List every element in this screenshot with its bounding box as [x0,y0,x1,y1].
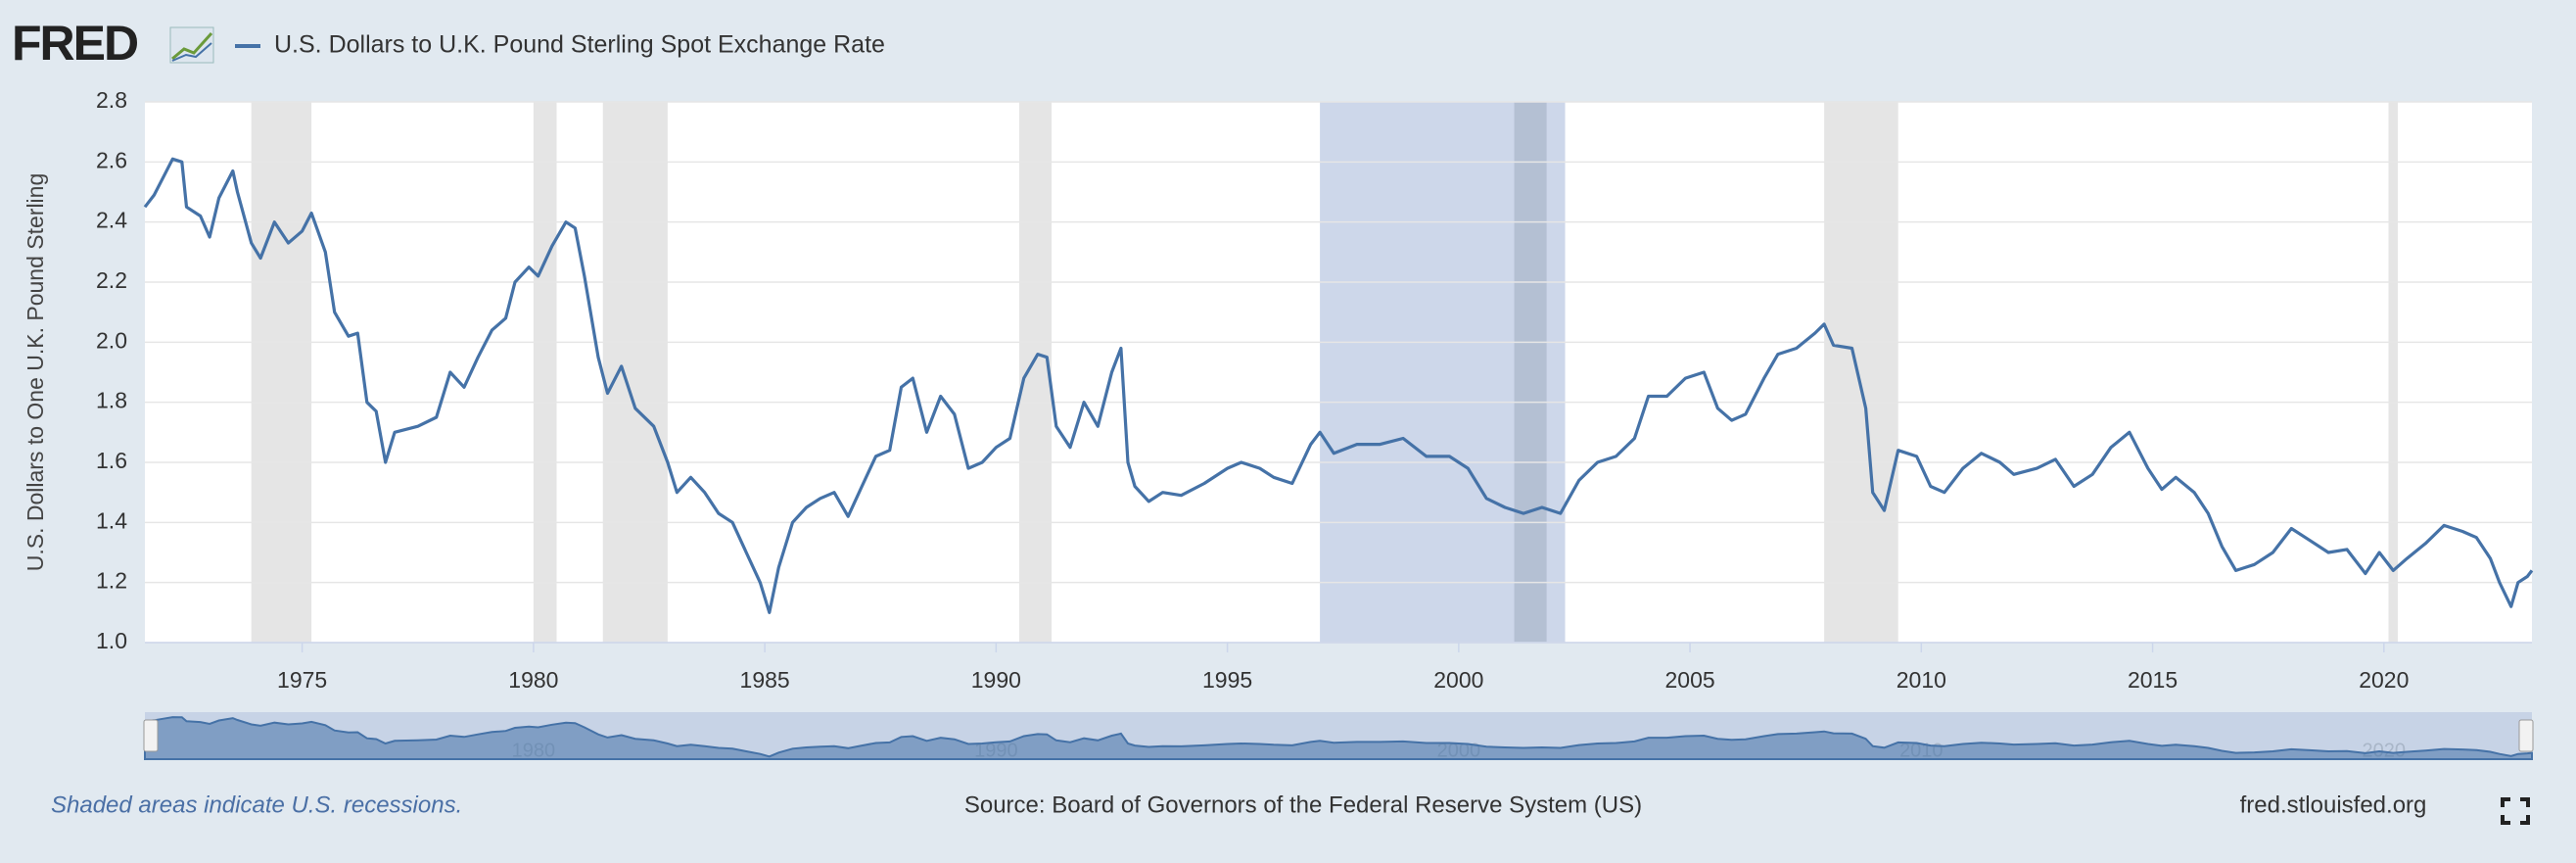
logo-icon [169,26,214,64]
recession-band [1018,102,1053,643]
source: Source: Board of Governors of the Federa… [964,791,1642,818]
y-tick-label: 1.2 [96,568,127,594]
series-line [143,157,2534,614]
site-url: fred.stlouisfed.org [2240,791,2427,818]
recession-band [251,102,312,643]
x-tick-label: 1985 [740,667,790,693]
x-tick-label: 1990 [971,667,1021,693]
x-tick-label: 1975 [277,667,327,693]
legend-label: U.S. Dollars to U.K. Pound Sterling Spot… [274,31,885,59]
y-tick-label: 1.8 [96,388,127,413]
navigator-handle-body [2518,719,2534,752]
recession-note: Shaded areas indicate U.S. recessions. [51,791,462,818]
navigator-area [144,716,2533,760]
logo: FRED [12,16,138,71]
y-tick-label: 1.6 [96,448,127,473]
navigator-handle[interactable] [2518,719,2534,752]
y-tick-label: 1.4 [96,507,127,533]
x-tick-label: 2005 [1664,667,1714,693]
highlight-band [1320,102,1566,643]
recession-band [533,102,557,643]
y-tick-label: 2.4 [96,208,127,233]
x-tick-label: 2000 [1433,667,1483,693]
recession-band [1824,102,1898,643]
fullscreen-button[interactable] [2501,797,2530,825]
recession-band [602,102,668,643]
y-tick-label: 1.0 [96,628,127,653]
recession-band-overlap [1514,102,1547,643]
x-tick-label: 1995 [1202,667,1252,693]
x-tick-label: 1980 [508,667,558,693]
recession-band [2388,102,2398,643]
navigator-handle-body [143,719,159,752]
x-tick-label: 2010 [1897,667,1946,693]
y-tick-label: 2.8 [96,87,127,113]
y-tick-label: 2.0 [96,327,127,353]
y-tick-label: 2.2 [96,267,127,293]
x-tick-label: 2020 [2359,667,2409,693]
x-tick-label: 2015 [2128,667,2178,693]
y-axis-label: U.S. Dollars to One U.K. Pound Sterling [23,173,48,572]
navigator-handle[interactable] [143,719,159,752]
y-tick-label: 2.6 [96,147,127,172]
